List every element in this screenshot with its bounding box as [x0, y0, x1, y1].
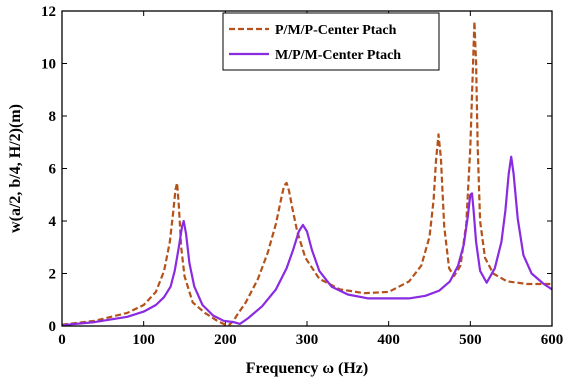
x-tick-label: 300 — [296, 332, 319, 348]
x-tick-label: 600 — [541, 332, 564, 348]
y-tick-label: 6 — [49, 162, 57, 178]
series-line-2 — [61, 155, 553, 327]
y-tick-label: 10 — [41, 57, 56, 73]
series-lines — [61, 20, 553, 327]
axis-ticks: 0 100 200 300 400 500 600 0 2 4 6 8 10 12 — [41, 4, 563, 348]
plot-frame — [61, 10, 553, 327]
y-tick-label: 0 — [49, 319, 57, 335]
y-tick-label: 2 — [49, 267, 57, 283]
x-axis-label: Frequency ω (Hz) — [246, 360, 368, 377]
legend: P/M/P-Center Ptach M/P/M-Center Ptach — [222, 12, 440, 71]
legend-box — [222, 12, 440, 71]
x-tick-label: 0 — [58, 332, 66, 348]
y-tick-label: 12 — [41, 4, 56, 20]
x-tick-label: 500 — [459, 332, 482, 348]
x-tick-label: 200 — [214, 332, 237, 348]
legend-label-1: P/M/P-Center Ptach — [275, 23, 397, 38]
y-axis-label: w(a/2, b/4, H/2)(m) — [7, 104, 24, 233]
y-tick-label: 4 — [49, 214, 57, 230]
legend-label-2: M/P/M-Center Ptach — [275, 48, 401, 63]
y-tick-label: 8 — [49, 109, 57, 125]
x-tick-label: 100 — [132, 332, 155, 348]
series-line-1 — [61, 20, 552, 326]
x-tick-label: 400 — [377, 332, 400, 348]
